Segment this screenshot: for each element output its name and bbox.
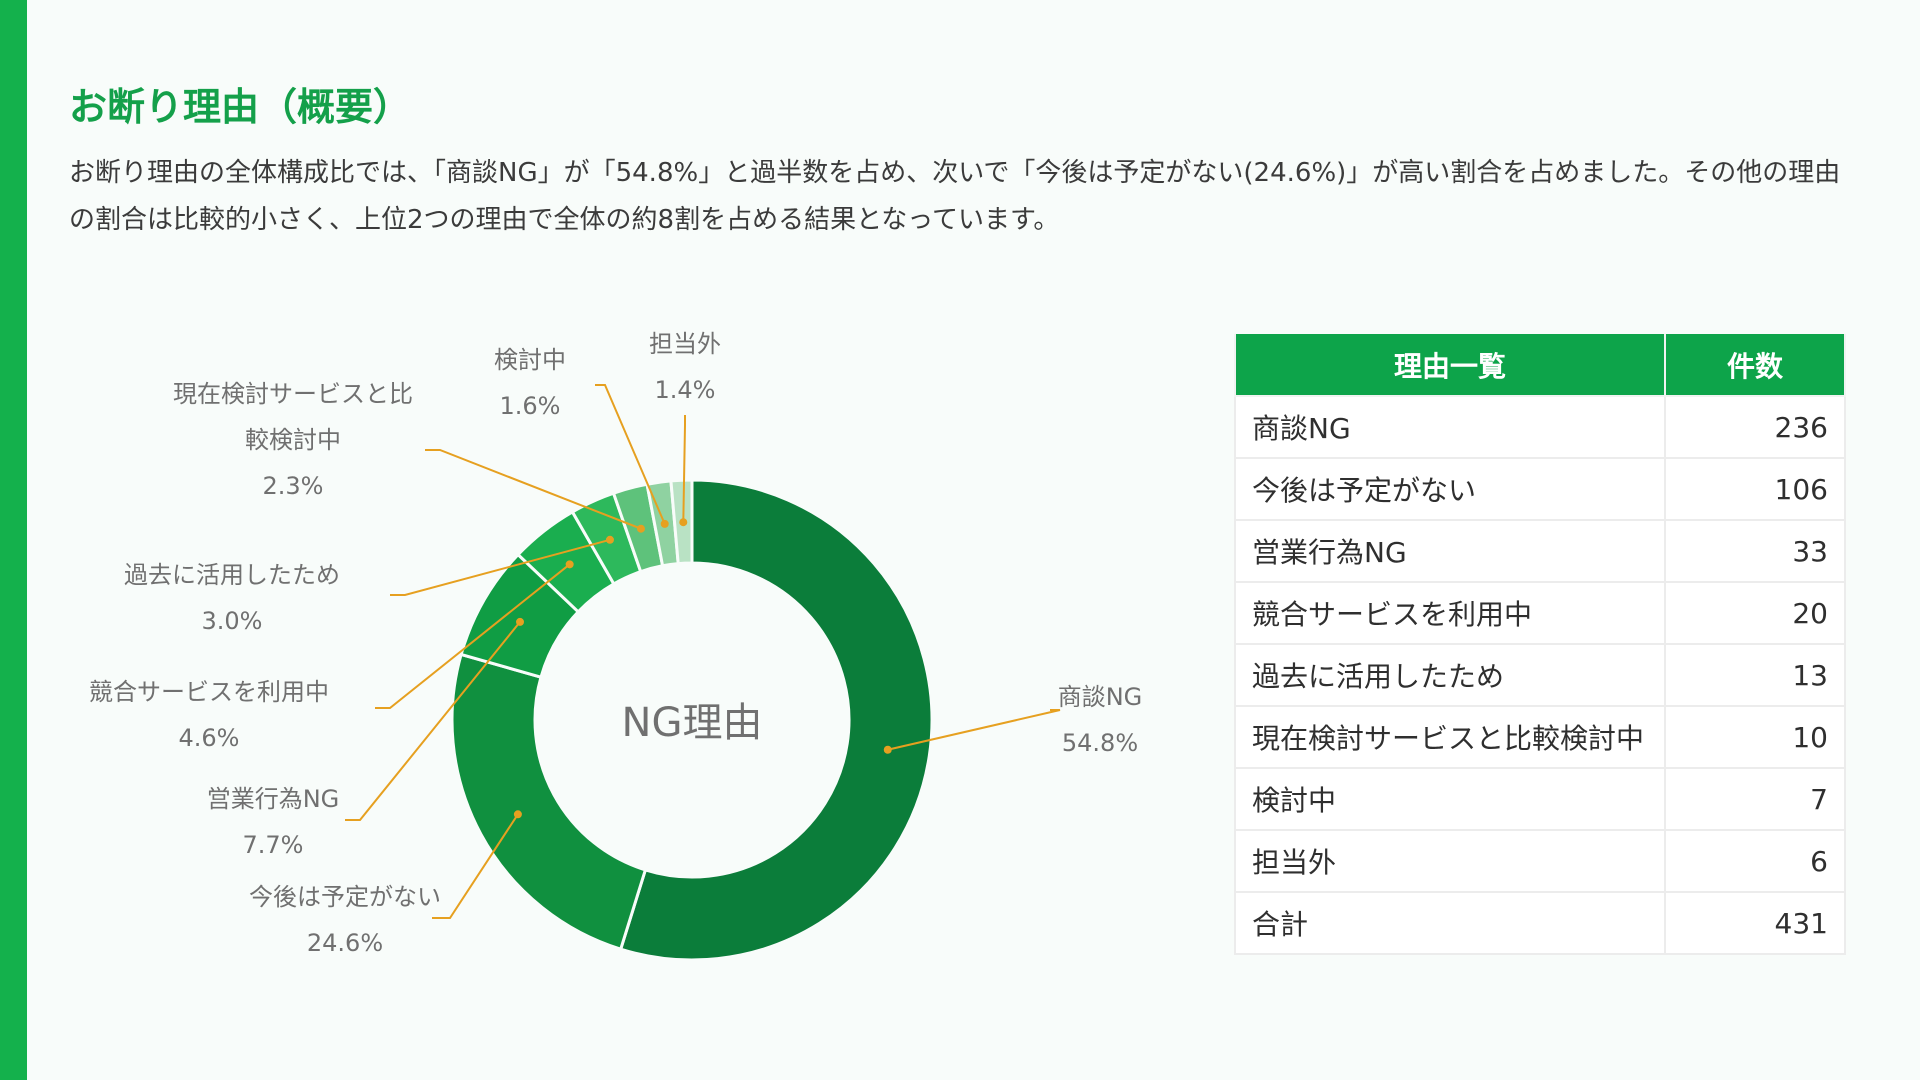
slice-label: 検討中 (494, 346, 566, 374)
header-count: 件数 (1664, 334, 1846, 397)
count-cell: 431 (1664, 891, 1846, 955)
reason-cell: 現在検討サービスと比較検討中 (1234, 705, 1666, 769)
leader-line (432, 813, 519, 919)
leader-dot (679, 518, 688, 527)
count-cell: 33 (1664, 519, 1846, 583)
reason-cell: 競合サービスを利用中 (1234, 581, 1666, 645)
reason-cell: 過去に活用したため (1234, 643, 1666, 707)
count-cell: 13 (1664, 643, 1846, 707)
table-row-total: 合計 431 (1234, 891, 1846, 955)
slice-label: 過去に活用したため (124, 561, 340, 589)
accent-bar (0, 0, 27, 1080)
donut-chart-svg: NG理由 商談NG 54.8% 今後は予定がない 24.6% 営業行為NG 7.7% 競合サー… (89, 330, 1143, 962)
leader-dot (513, 810, 522, 819)
count-cell: 20 (1664, 581, 1846, 645)
count-cell: 6 (1664, 829, 1846, 893)
slice-value-label: 1.6% (500, 392, 561, 420)
leader-dot (516, 617, 525, 626)
table-row: 検討中 7 (1234, 767, 1846, 831)
table-row: 過去に活用したため 13 (1234, 643, 1846, 707)
donut-center-label: NG理由 (622, 700, 763, 746)
leader-line (390, 538, 611, 596)
leader-dot (660, 519, 669, 528)
leader-dot (605, 535, 614, 544)
slice-value-label: 4.6% (179, 724, 240, 752)
table-row: 営業行為NG 33 (1234, 519, 1846, 583)
donut-slice (450, 652, 648, 952)
leader-line (682, 415, 686, 523)
donut-slice (618, 478, 934, 962)
summary-text: お断り理由の全体構成比では、「商談NG」が「54.8%」と過半数を占め、次いで「… (69, 158, 1841, 235)
leader-line (595, 384, 666, 525)
reason-table-container: 理由一覧 件数 商談NG 236 今後は予定がない 106 営業行為NG 33 … (1234, 334, 1846, 955)
table-row: 現在検討サービスと比較検討中 10 (1234, 705, 1846, 769)
reason-cell: 商談NG (1234, 395, 1666, 459)
slice-label: 商談NG (1058, 683, 1143, 711)
count-cell: 7 (1664, 767, 1846, 831)
donut-chart: NG理由 商談NG 54.8% 今後は予定がない 24.6% 営業行為NG 7.7% 競合サー… (60, 310, 1200, 990)
leader-line (425, 449, 642, 530)
leader-dot (636, 524, 645, 533)
reason-table: 理由一覧 件数 商談NG 236 今後は予定がない 106 営業行為NG 33 … (1234, 334, 1846, 955)
leader-line (887, 709, 1061, 751)
page-title: お断り理由（概要） (69, 85, 412, 130)
slice-value-label: 54.8% (1062, 729, 1138, 757)
table-row: 担当外 6 (1234, 829, 1846, 893)
slice-label: 競合サービスを利用中 (89, 678, 329, 706)
reason-cell: 営業行為NG (1234, 519, 1666, 583)
leader-line (345, 621, 521, 821)
header-reason: 理由一覧 (1234, 334, 1666, 397)
slice-label: 現在検討サービスと比 (173, 380, 413, 408)
slice-label: 今後は予定がない (249, 883, 441, 911)
leader-line (375, 563, 571, 709)
leader-dot (565, 560, 574, 569)
slice-value-label: 3.0% (202, 607, 263, 635)
reason-cell: 合計 (1234, 891, 1666, 955)
slice-value-label: 1.4% (655, 376, 716, 404)
reason-cell: 検討中 (1234, 767, 1666, 831)
count-cell: 10 (1664, 705, 1846, 769)
table-row: 競合サービスを利用中 20 (1234, 581, 1846, 645)
slice-value-label: 24.6% (307, 929, 383, 957)
table-row: 商談NG 236 (1234, 395, 1846, 459)
slice-value-label: 2.3% (263, 472, 324, 500)
reason-cell: 今後は予定がない (1234, 457, 1666, 521)
leader-dot (883, 745, 892, 754)
slice-label: 較検討中 (245, 426, 341, 454)
count-cell: 236 (1664, 395, 1846, 459)
slice-value-label: 7.7% (243, 831, 304, 859)
reason-cell: 担当外 (1234, 829, 1666, 893)
count-cell: 106 (1664, 457, 1846, 521)
table-header-row: 理由一覧 件数 (1234, 334, 1846, 397)
slice-label: 担当外 (649, 330, 721, 358)
table-row: 今後は予定がない 106 (1234, 457, 1846, 521)
slice-label: 営業行為NG (207, 785, 340, 813)
